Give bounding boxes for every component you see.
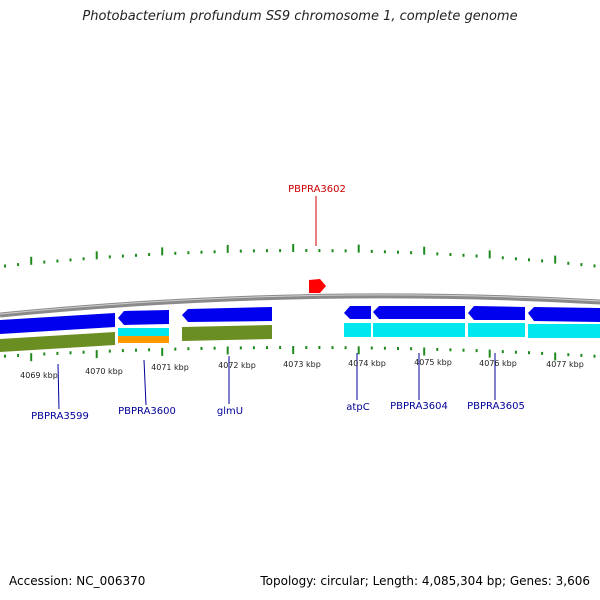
gene-bar-olive-2[interactable] xyxy=(182,325,272,341)
gene-bar-cyan-1[interactable] xyxy=(118,328,169,336)
gene-label-pbpra3604[interactable]: PBPRA3604 xyxy=(390,401,448,412)
gene-bar-cyan-3[interactable] xyxy=(373,323,465,337)
leader-line-pbpra3599 xyxy=(57,363,60,410)
kbp-label-4070: 4070 kbp xyxy=(85,367,123,376)
cds-arrow-4[interactable] xyxy=(344,306,371,319)
kbp-label-4069: 4069 kbp xyxy=(20,371,58,380)
gene-label-pbpra3599[interactable]: PBPRA3599 xyxy=(31,411,89,422)
inner-tick-row xyxy=(4,346,596,362)
kbp-label-4073: 4073 kbp xyxy=(283,360,321,369)
kbp-label-4071: 4071 kbp xyxy=(151,363,189,372)
kbp-label-4077: 4077 kbp xyxy=(546,360,584,369)
kbp-label-4075: 4075 kbp xyxy=(414,358,452,367)
gene-bar-cyan-4[interactable] xyxy=(468,323,525,337)
gene-bar-cyan-2[interactable] xyxy=(344,323,371,337)
gene-bar-orange-1[interactable] xyxy=(118,336,169,343)
gene-label-pbpra3605[interactable]: PBPRA3605 xyxy=(467,401,525,412)
accession-text: Accession: NC_006370 xyxy=(9,574,146,588)
genome-summary-text: Topology: circular; Length: 4,085,304 bp… xyxy=(260,574,590,588)
cds-arrow-7[interactable] xyxy=(528,307,600,322)
gene-label-pbpra3600[interactable]: PBPRA3600 xyxy=(118,406,176,417)
cds-arrow-5[interactable] xyxy=(373,306,465,319)
map-title: Photobacterium profundum SS9 chromosome … xyxy=(82,9,518,24)
kbp-label-4076: 4076 kbp xyxy=(479,359,517,368)
gene-label-atpc[interactable]: atpC xyxy=(346,402,369,413)
gene-label-pbpra3602[interactable]: PBPRA3602 xyxy=(288,184,346,195)
cds-arrow-6[interactable] xyxy=(468,306,525,320)
outer-tick-row xyxy=(4,244,596,268)
genome-backbone xyxy=(0,293,600,318)
gene-bar-olive-1[interactable] xyxy=(0,332,115,352)
genome-backbone-highlight xyxy=(0,294,600,315)
gene-bar-cyan-5[interactable] xyxy=(528,324,600,338)
kbp-label-4074: 4074 kbp xyxy=(348,359,386,368)
cds-arrow-2[interactable] xyxy=(118,310,169,325)
forward-gene-marker[interactable] xyxy=(309,279,326,293)
cds-arrow-3[interactable] xyxy=(182,307,272,322)
kbp-label-4072: 4072 kbp xyxy=(218,361,256,370)
gene-label-glmu[interactable]: glmU xyxy=(217,406,243,417)
cds-arrow-1[interactable] xyxy=(0,313,115,334)
leader-line-pbpra3600 xyxy=(143,359,147,406)
